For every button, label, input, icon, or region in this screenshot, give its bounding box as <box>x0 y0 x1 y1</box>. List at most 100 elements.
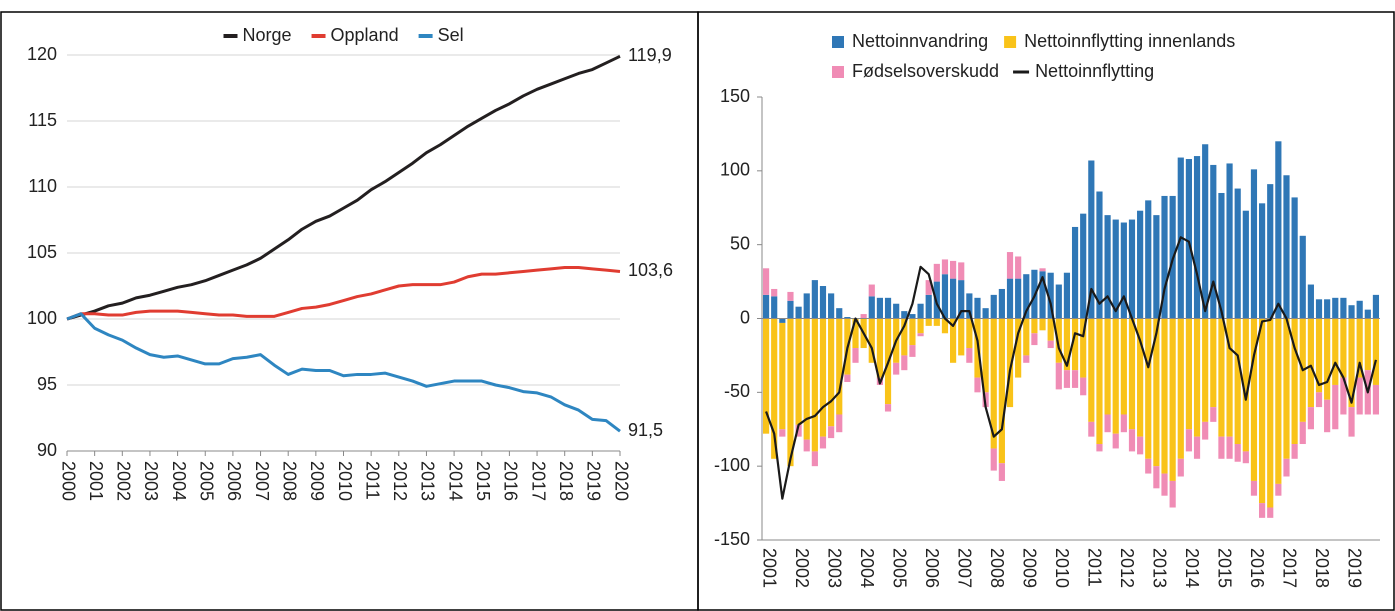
bar <box>1063 272 1071 319</box>
bar <box>1250 318 1258 481</box>
bar <box>876 297 883 319</box>
bar <box>1006 278 1014 319</box>
x-tick-label: 2003 <box>824 548 844 588</box>
bar <box>1234 444 1241 462</box>
y-tick-label: 100 <box>720 160 750 180</box>
bar <box>1120 318 1127 415</box>
bar <box>1356 300 1363 319</box>
legend-swatch <box>832 66 844 78</box>
x-tick-label: 2018 <box>556 461 576 501</box>
bar <box>1177 458 1184 477</box>
bar <box>1364 309 1371 319</box>
bar <box>836 318 843 415</box>
bar <box>990 294 997 319</box>
bar <box>868 296 875 319</box>
x-tick-label: 2010 <box>1052 548 1072 588</box>
bar <box>1047 272 1054 319</box>
bar <box>1340 318 1347 378</box>
bar <box>958 280 965 319</box>
y-tick-label: 90 <box>37 440 57 460</box>
x-tick-label: 2014 <box>1182 548 1202 588</box>
bar <box>1177 318 1184 459</box>
bar <box>1332 297 1339 319</box>
bar <box>1096 444 1103 452</box>
bar <box>828 318 835 427</box>
bar <box>1047 318 1054 341</box>
bar <box>1202 144 1209 319</box>
legend-swatch <box>832 36 844 48</box>
bar <box>933 318 940 326</box>
series-line <box>765 236 1377 500</box>
x-tick-label: 2008 <box>279 461 299 501</box>
bar <box>1218 318 1225 437</box>
bar <box>1112 219 1119 319</box>
x-tick-label: 2001 <box>759 548 779 588</box>
bar <box>1161 318 1168 474</box>
bar <box>925 294 932 319</box>
y-tick-label: 150 <box>720 86 750 106</box>
bar <box>1088 160 1095 319</box>
legend-label: Nettoinnflytting innenlands <box>1024 31 1235 51</box>
bar <box>1096 191 1103 319</box>
y-tick-label: 100 <box>27 308 57 328</box>
bar <box>803 318 810 440</box>
y-tick-label: -50 <box>724 381 750 401</box>
legend-label: Oppland <box>331 25 399 45</box>
bar <box>779 429 786 437</box>
bar <box>868 318 875 363</box>
bar <box>1356 318 1363 378</box>
bar <box>1202 421 1209 440</box>
bar <box>1340 377 1347 415</box>
bar <box>893 303 900 319</box>
bar <box>950 318 957 363</box>
bar <box>1307 318 1314 408</box>
x-tick-label: 2010 <box>335 461 355 501</box>
bar <box>836 414 843 433</box>
bar <box>844 317 851 319</box>
bar <box>1291 444 1298 459</box>
bar <box>1226 163 1233 319</box>
x-tick-label: 2017 <box>528 461 548 501</box>
bar <box>1348 305 1355 319</box>
x-tick-label: 2009 <box>307 461 327 501</box>
y-tick-label: -100 <box>714 455 750 475</box>
bar <box>1128 429 1136 452</box>
x-tick-label: 2019 <box>1345 548 1365 588</box>
series-line <box>66 312 621 433</box>
bar <box>1112 433 1119 449</box>
left-panel-border <box>0 11 699 611</box>
bar <box>1267 184 1274 319</box>
bar <box>803 293 810 319</box>
bar <box>1267 507 1274 518</box>
x-tick-label: 2009 <box>1019 548 1039 588</box>
x-tick-label: 2003 <box>141 461 161 501</box>
bar <box>1055 318 1062 363</box>
legend-label: Sel <box>438 25 464 45</box>
bar <box>811 451 818 467</box>
x-tick-label: 2011 <box>1085 548 1105 587</box>
x-tick-label: 2002 <box>114 461 134 501</box>
bar <box>787 291 794 301</box>
bar <box>1218 192 1225 319</box>
bar <box>1039 271 1046 319</box>
x-tick-label: 2012 <box>390 461 410 501</box>
bar <box>1169 318 1176 481</box>
bar <box>1023 274 1030 319</box>
bar <box>974 377 981 393</box>
bar <box>958 262 965 281</box>
bar <box>958 318 965 356</box>
bar <box>836 308 843 319</box>
bar <box>1137 210 1144 319</box>
bar <box>1071 318 1079 371</box>
bar <box>884 404 892 412</box>
bar <box>819 286 827 319</box>
bar <box>811 280 818 319</box>
bar <box>1193 156 1201 319</box>
x-tick-label: 2006 <box>224 461 244 501</box>
bar <box>1283 175 1290 319</box>
legend-label: Fødselsoverskudd <box>852 61 999 81</box>
x-tick-label: 2013 <box>1150 548 1170 588</box>
legend-swatch <box>1004 36 1017 48</box>
